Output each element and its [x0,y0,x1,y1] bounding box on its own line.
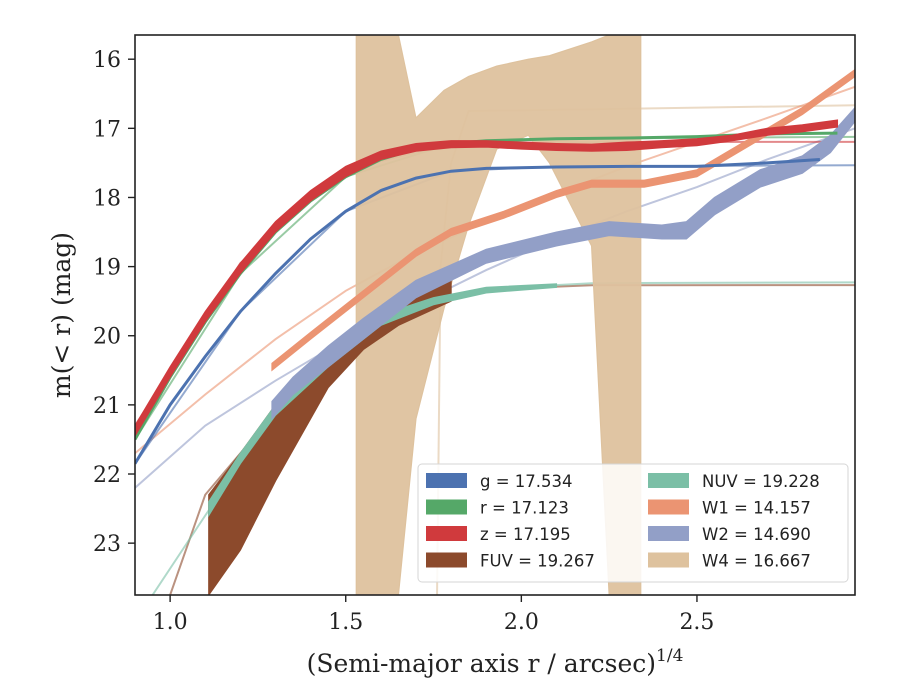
y-tick-label: 18 [93,186,121,211]
legend-label: r = 17.123 [480,499,569,518]
x-tick-label: 1.0 [153,610,188,635]
legend-label: W2 = 14.690 [702,525,811,544]
y-tick-label: 19 [93,256,121,281]
legend-label: z = 17.195 [480,525,571,544]
band-W1 [271,68,855,372]
legend-swatch [648,526,689,541]
legend-swatch [426,473,467,488]
legend-label: FUV = 19.267 [480,552,595,571]
legend-label: NUV = 19.228 [702,472,820,491]
legend-label: g = 17.534 [480,472,573,491]
x-axis-label-superscript: 1/4 [656,646,683,666]
model-line-g [135,164,855,465]
model-line-W2 [135,127,855,489]
legend-swatch [426,499,467,515]
x-axis-label: (Semi-major axis r / arcsec)1/4 [307,646,684,678]
legend-swatch [648,552,689,568]
y-tick-label: 23 [93,532,121,557]
y-tick-label: 20 [93,325,121,350]
band-W2 [271,106,855,421]
legend-swatch [426,552,467,568]
legend-swatch [648,473,689,488]
series-line-g [135,157,820,465]
legend: g = 17.534 r = 17.123 z = 17.195 FUV = 19.2… [417,463,849,583]
x-tick-label: 2.5 [679,610,714,635]
legend-label: W4 = 16.667 [702,552,811,571]
y-tick-label: 21 [93,394,121,419]
ticks-layer: 1.0 1.5 2.0 2.5 16 17 18 19 20 21 22 23 [93,48,714,635]
legend-swatch [426,526,467,541]
legend-box [417,463,849,583]
legend-label: W1 = 14.157 [702,499,811,518]
y-tick-label: 16 [93,48,121,73]
y-axis-label: m(< r) (mag) [47,232,76,398]
x-tick-label: 1.5 [328,610,363,635]
series-layer [135,35,855,595]
legend-swatch [648,499,689,515]
y-tick-label: 17 [93,117,121,142]
y-tick-label: 22 [93,463,121,488]
band-z [135,119,839,438]
plot-frame [134,34,856,596]
x-tick-label: 2.0 [504,610,539,635]
